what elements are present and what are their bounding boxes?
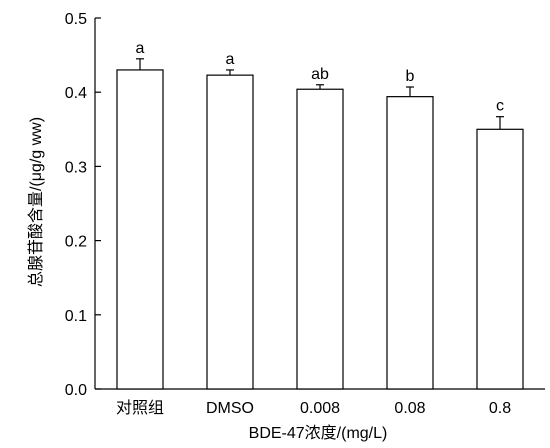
y-axis-title: 总腺苷酸含量/(μg/g ww) — [27, 117, 45, 287]
x-axis-title: BDE-47浓度/(mg/L) — [249, 424, 388, 442]
x-tick-label: 0.08 — [394, 400, 425, 417]
y-tick-label: 0.4 — [65, 85, 87, 102]
significance-label: ab — [311, 66, 329, 83]
significance-label: a — [226, 51, 235, 68]
x-tick-label: DMSO — [206, 400, 254, 417]
y-tick-label: 0.1 — [65, 308, 87, 325]
significance-label: c — [496, 98, 504, 115]
y-tick-label: 0.3 — [65, 159, 87, 176]
bar — [206, 74, 254, 390]
x-tick-label: 0.8 — [489, 400, 511, 417]
significance-label: b — [406, 68, 415, 85]
x-tick-label: 0.008 — [300, 400, 340, 417]
bar — [476, 128, 524, 390]
y-tick-label: 0.5 — [65, 11, 87, 28]
bar — [296, 88, 344, 390]
bar — [116, 69, 164, 390]
significance-labels: a a ab b c — [136, 40, 504, 115]
y-tick-label: 0.0 — [65, 382, 87, 399]
significance-label: a — [136, 40, 145, 57]
y-tick-label: 0.2 — [65, 234, 87, 251]
x-tick-label: 对照组 — [116, 399, 164, 417]
bars — [116, 69, 524, 390]
bar — [386, 96, 434, 390]
x-tick-labels: 对照组 DMSO 0.008 0.08 0.8 — [116, 399, 511, 417]
error-bars — [136, 58, 504, 130]
y-tick-labels: 0.0 0.1 0.2 0.3 0.4 0.5 — [65, 11, 87, 399]
